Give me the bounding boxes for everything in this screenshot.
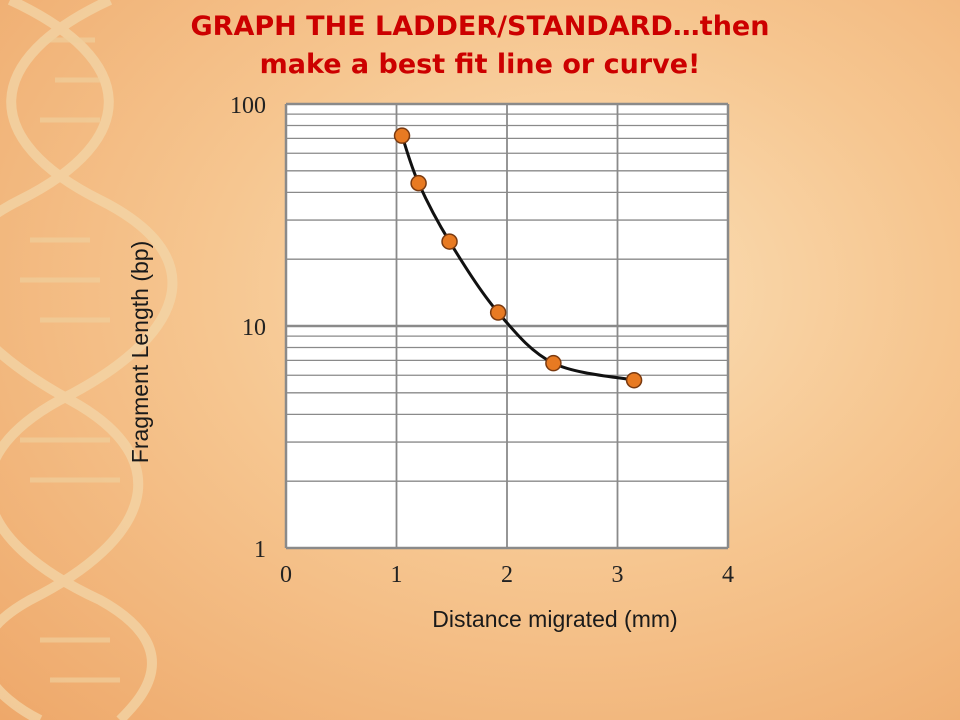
data-point <box>489 304 507 321</box>
data-point <box>410 174 427 192</box>
x-tick-label: 4 <box>722 562 734 588</box>
data-point <box>545 354 562 372</box>
x-tick-label: 0 <box>280 562 292 588</box>
title-line-2: make a best fit line or curve! <box>259 49 701 80</box>
x-tick-label: 2 <box>501 562 513 588</box>
slide-title: GRAPH THE LADDER/STANDARD…then make a be… <box>60 8 900 84</box>
data-point <box>441 233 458 250</box>
y-tick-label: 1 <box>254 537 266 563</box>
y-tick-label: 10 <box>242 315 266 341</box>
y-axis-label: Fragment Length (bp) <box>127 241 153 463</box>
data-point <box>393 127 411 144</box>
title-line-1: GRAPH THE LADDER/STANDARD…then <box>190 11 770 42</box>
data-point <box>625 371 643 389</box>
y-tick-label: 100 <box>230 93 266 119</box>
x-tick-label: 1 <box>391 562 403 588</box>
chart-points <box>393 127 643 389</box>
x-tick-label: 3 <box>612 562 624 588</box>
x-axis-label: Distance migrated (mm) <box>432 606 677 632</box>
chart-grid <box>284 102 730 550</box>
